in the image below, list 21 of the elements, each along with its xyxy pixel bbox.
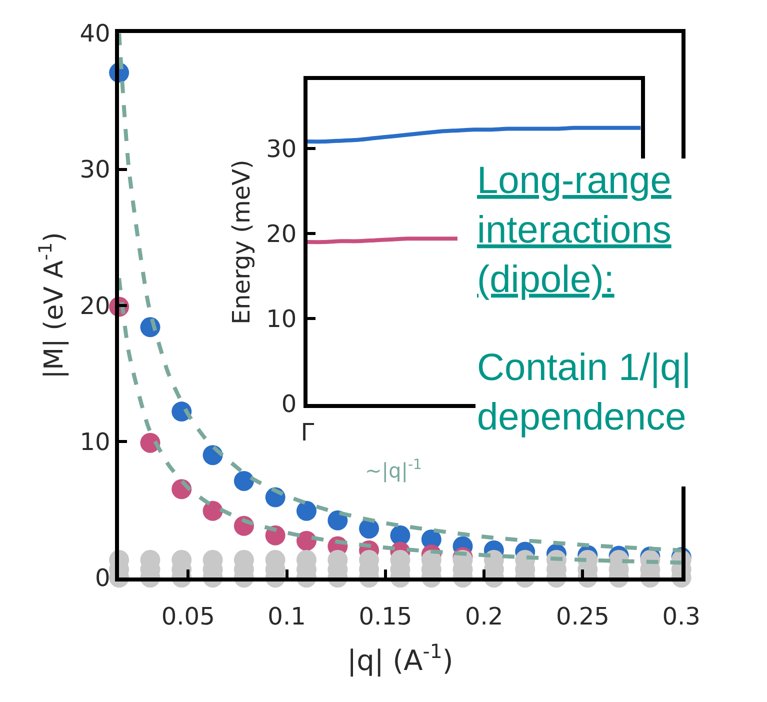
y-tick-label: 0 <box>281 390 297 418</box>
x-tick-label: Γ <box>300 418 315 447</box>
annotation: Long-range interactions (dipole): <box>477 160 672 301</box>
y-tick-label: 20 <box>80 292 110 320</box>
x-axis-title: |q| (A$^{-1}$) <box>347 640 454 677</box>
y-tick-label: 10 <box>266 305 297 334</box>
x-tick-label: 0.25 <box>556 602 610 630</box>
y-axis-title: Energy (meV) <box>228 160 256 325</box>
x-tick-label: 0.1 <box>268 602 306 630</box>
y-tick-label: 20 <box>266 220 297 248</box>
x-tick-label: 0.05 <box>161 602 215 630</box>
y-tick-label: 30 <box>266 134 297 163</box>
y-tick-label: 0 <box>94 564 110 592</box>
annotation: ~|q|$^{-1}$ <box>365 457 422 482</box>
x-tick-label: 0.3 <box>662 602 700 630</box>
y-tick-label: 40 <box>80 20 110 48</box>
annotation: Contain 1/|q| dependence <box>477 347 692 438</box>
x-tick-label: 0.2 <box>464 602 504 630</box>
y-tick-label: 10 <box>80 428 110 456</box>
y-tick-label: 30 <box>80 156 110 184</box>
x-tick-label: 0.15 <box>358 602 412 630</box>
